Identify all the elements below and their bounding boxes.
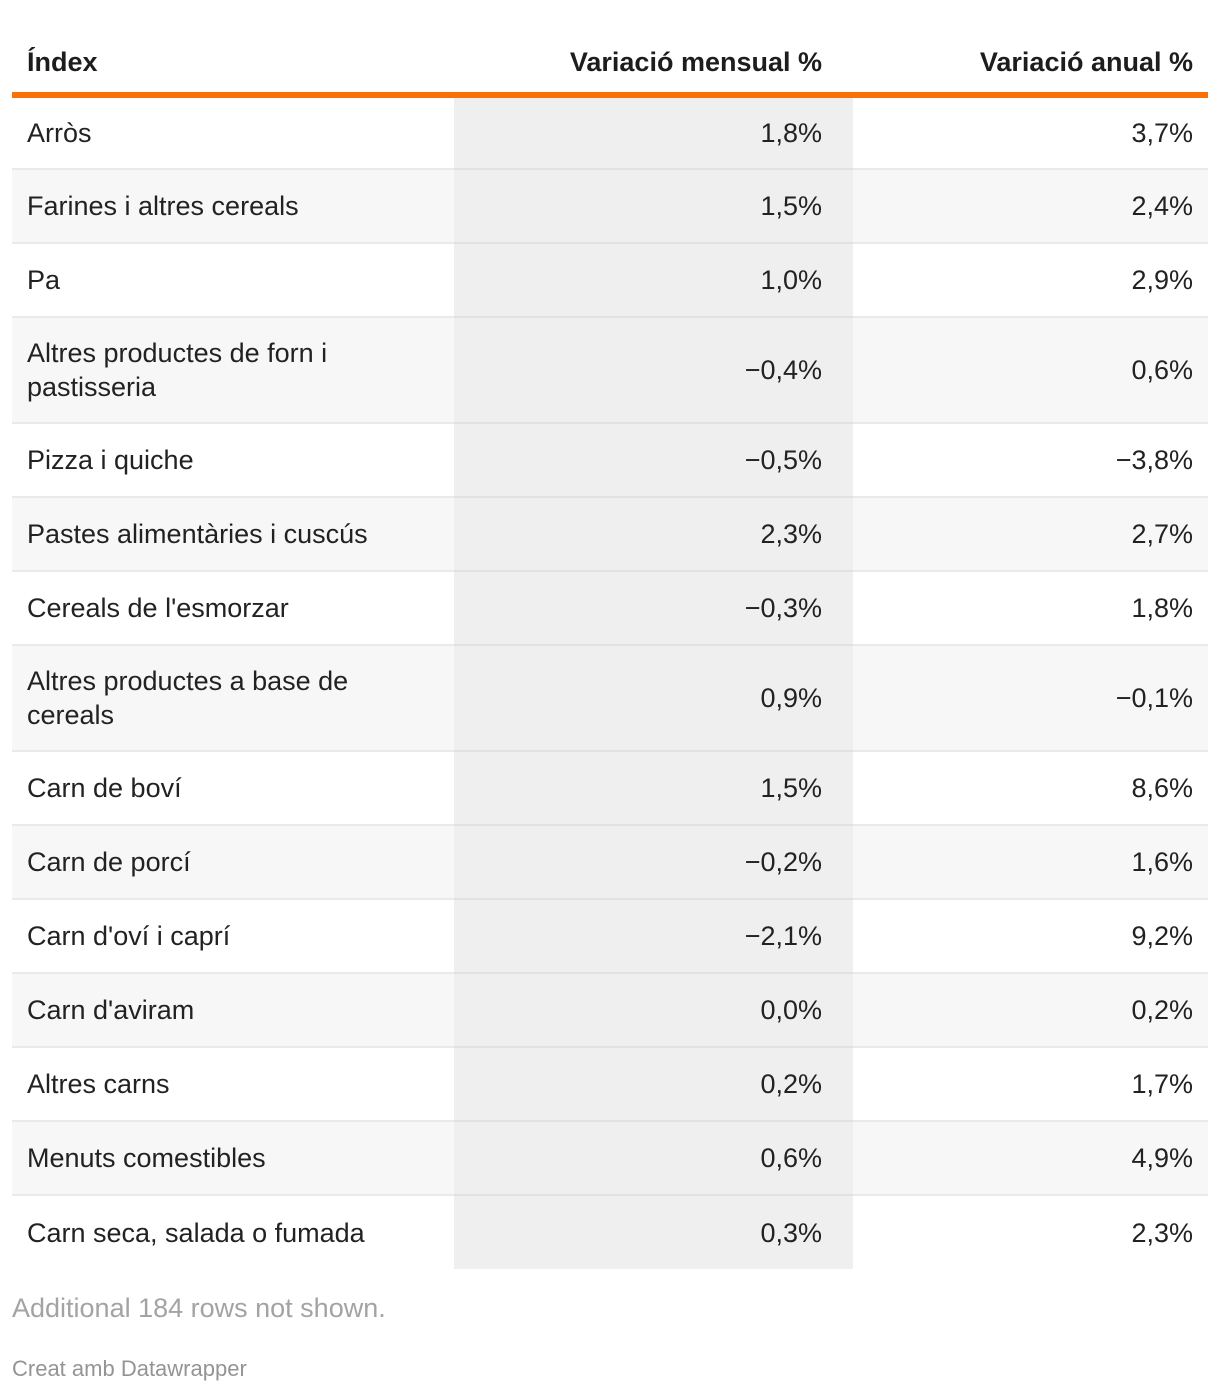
cell-annual: 2,4%	[853, 168, 1208, 243]
cell-index: Carn d'oví i caprí	[12, 898, 454, 973]
column-header-annual: Variació anual %	[853, 0, 1208, 98]
cell-annual: −3,8%	[853, 422, 1208, 497]
header-row: Índex Variació mensual % Variació anual …	[12, 0, 1208, 98]
cell-annual: 2,9%	[853, 242, 1208, 317]
cell-monthly: 0,3%	[454, 1194, 853, 1269]
table-row: Pizza i quiche −0,5% −3,8%	[12, 422, 1208, 497]
table-row: Cereals de l'esmorzar −0,3% 1,8%	[12, 570, 1208, 645]
table-row: Altres productes de forn i pastisseria −…	[12, 316, 1208, 423]
price-index-table: Índex Variació mensual % Variació anual …	[12, 0, 1208, 1269]
cell-index: Arròs	[12, 95, 454, 169]
cell-monthly: −0,4%	[454, 316, 853, 423]
cell-monthly: 0,9%	[454, 644, 853, 751]
table-row: Altres productes a base de cereals 0,9% …	[12, 644, 1208, 751]
table-row: Carn d'aviram 0,0% 0,2%	[12, 972, 1208, 1047]
cell-monthly: −0,2%	[454, 824, 853, 899]
cell-monthly: −0,5%	[454, 422, 853, 497]
cell-monthly: 0,6%	[454, 1120, 853, 1195]
cell-monthly: 0,2%	[454, 1046, 853, 1121]
cell-index: Farines i altres cereals	[12, 168, 454, 243]
cell-index: Carn de boví	[12, 750, 454, 825]
cell-index: Altres productes a base de cereals	[12, 644, 454, 751]
cell-index: Altres carns	[12, 1046, 454, 1121]
table-row: Carn seca, salada o fumada 0,3% 2,3%	[12, 1194, 1208, 1269]
rows-truncated-note: Additional 184 rows not shown.	[12, 1293, 386, 1323]
cell-annual: 1,7%	[853, 1046, 1208, 1121]
table-row: Arròs 1,8% 3,7%	[12, 95, 1208, 169]
cell-monthly: −2,1%	[454, 898, 853, 973]
cell-monthly: −0,3%	[454, 570, 853, 645]
cell-annual: 0,2%	[853, 972, 1208, 1047]
table-row: Menuts comestibles 0,6% 4,9%	[12, 1120, 1208, 1195]
cell-annual: 1,8%	[853, 570, 1208, 645]
cell-monthly: 1,8%	[454, 95, 853, 169]
table-row: Pastes alimentàries i cuscús 2,3% 2,7%	[12, 496, 1208, 571]
cell-monthly: 0,0%	[454, 972, 853, 1047]
table-row: Carn de porcí −0,2% 1,6%	[12, 824, 1208, 899]
cell-annual: −0,1%	[853, 644, 1208, 751]
cell-index: Pastes alimentàries i cuscús	[12, 496, 454, 571]
table-row: Farines i altres cereals 1,5% 2,4%	[12, 168, 1208, 243]
table-row: Carn de boví 1,5% 8,6%	[12, 750, 1208, 825]
cell-index: Pa	[12, 242, 454, 317]
cell-annual: 9,2%	[853, 898, 1208, 973]
cell-monthly: 1,5%	[454, 168, 853, 243]
cell-index: Carn d'aviram	[12, 972, 454, 1047]
cell-annual: 2,3%	[853, 1194, 1208, 1269]
column-header-index: Índex	[12, 0, 454, 98]
cell-index: Carn de porcí	[12, 824, 454, 899]
cell-index: Menuts comestibles	[12, 1120, 454, 1195]
cell-monthly: 1,0%	[454, 242, 853, 317]
cell-annual: 1,6%	[853, 824, 1208, 899]
cell-index: Altres productes de forn i pastisseria	[12, 316, 454, 423]
datawrapper-attribution[interactable]: Creat amb Datawrapper	[12, 1356, 247, 1381]
column-header-monthly: Variació mensual %	[454, 0, 853, 98]
cell-annual: 2,7%	[853, 496, 1208, 571]
cell-index: Carn seca, salada o fumada	[12, 1194, 454, 1269]
cell-annual: 0,6%	[853, 316, 1208, 423]
table-row: Altres carns 0,2% 1,7%	[12, 1046, 1208, 1121]
cell-annual: 4,9%	[853, 1120, 1208, 1195]
cell-annual: 8,6%	[853, 750, 1208, 825]
cell-annual: 3,7%	[853, 95, 1208, 169]
cell-monthly: 2,3%	[454, 496, 853, 571]
table-row: Carn d'oví i caprí −2,1% 9,2%	[12, 898, 1208, 973]
table-row: Pa 1,0% 2,9%	[12, 242, 1208, 317]
cell-index: Cereals de l'esmorzar	[12, 570, 454, 645]
cell-monthly: 1,5%	[454, 750, 853, 825]
cell-index: Pizza i quiche	[12, 422, 454, 497]
